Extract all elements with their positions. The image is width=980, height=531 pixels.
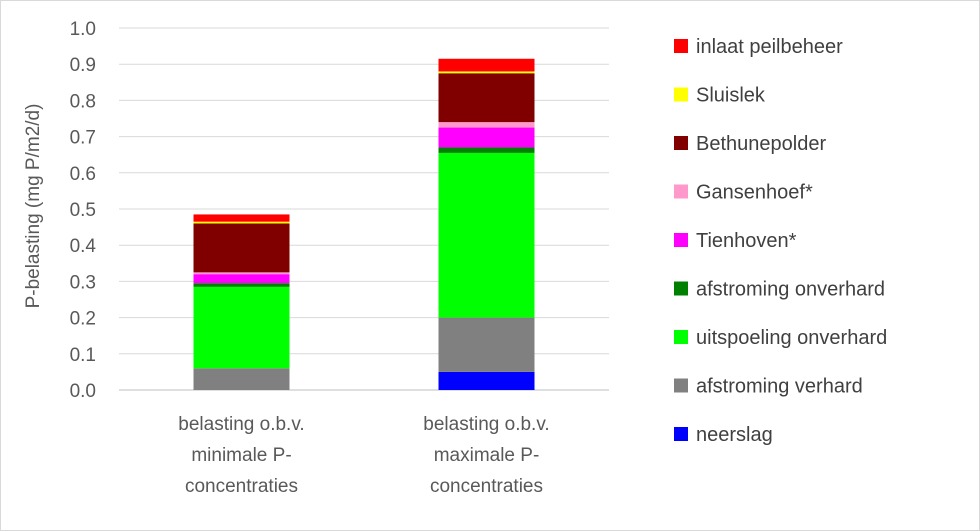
bar-segment-gansenhoef--0 (193, 272, 290, 275)
x-category-label: belasting o.b.v. (178, 414, 304, 435)
bar-segment-neerslag-1 (438, 371, 535, 390)
bar-segment-inlaat-peilbeheer-1 (438, 58, 535, 72)
bar-segment-inlaat-peilbeheer-0 (193, 214, 290, 222)
bar-segment-tienhoven--1 (438, 127, 535, 148)
bar-segment-bethunepolder-1 (438, 73, 535, 123)
legend-swatch (674, 281, 688, 296)
y-tick-label: 0.8 (70, 91, 96, 112)
gridlines (119, 27, 609, 391)
bar-segment-sluislek-0 (193, 221, 290, 224)
bar-segment-afstroming-verhard-0 (193, 368, 290, 390)
legend-swatch (674, 378, 688, 393)
bars (193, 58, 535, 390)
bar-segment-bethunepolder-0 (193, 223, 290, 273)
x-category-label: maximale P- (434, 445, 540, 466)
legend-label: Gansenhoef* (696, 182, 813, 204)
y-axis-ticks: 0.0 0.1 0.2 0.3 0.4 0.5 0.6 0.7 0.8 0.9 1.0 (70, 19, 97, 402)
x-category-label: concentraties (430, 476, 543, 497)
legend-label: Bethunepolder (696, 133, 826, 155)
legend-label: Tienhoven* (696, 230, 797, 252)
bar-segment-uitspoeling-onverhard-0 (193, 286, 290, 369)
y-tick-label: 0.6 (70, 164, 96, 185)
bar-segment-tienhoven--0 (193, 274, 290, 284)
y-tick-label: 0.1 (70, 345, 96, 366)
bar-segment-uitspoeling-onverhard-1 (438, 152, 535, 318)
legend-swatch (674, 330, 688, 344)
legend-swatch (674, 233, 688, 247)
x-category-label: belasting o.b.v. (423, 414, 549, 435)
y-tick-label: 0.2 (70, 309, 96, 330)
legend: inlaat peilbeheer Sluislek Bethunepolder Ga… (674, 36, 887, 446)
legend-label: uitspoeling onverhard (696, 327, 887, 349)
bar-segment-afstroming-onverhard-1 (438, 147, 535, 153)
y-tick-label: 1.0 (70, 19, 96, 40)
legend-label: inlaat peilbeheer (696, 36, 843, 58)
legend-swatch (674, 136, 688, 150)
y-tick-label: 0.3 (70, 272, 96, 293)
y-tick-label: 0.4 (70, 236, 97, 257)
bar-segment-afstroming-verhard-1 (438, 317, 535, 372)
x-category-label: concentraties (185, 476, 298, 497)
legend-swatch (674, 39, 688, 53)
legend-swatch (674, 184, 688, 199)
legend-swatch (674, 427, 688, 441)
legend-swatch (674, 87, 688, 102)
legend-label: afstroming verhard (696, 376, 863, 398)
legend-label: neerslag (696, 424, 773, 446)
y-axis-label: P-belasting (mg P/m2/d) (23, 104, 44, 309)
legend-label: Sluislek (696, 85, 766, 107)
x-category-label: minimale P- (191, 445, 291, 466)
x-axis-categories: belasting o.b.v. minimale P-concentraties… (178, 414, 549, 497)
legend-label: afstroming onverhard (696, 279, 885, 301)
y-tick-label: 0.0 (70, 381, 96, 402)
bar-segment-gansenhoef--1 (438, 122, 535, 128)
y-tick-label: 0.9 (70, 55, 96, 76)
bar-segment-sluislek-1 (438, 71, 535, 74)
y-tick-label: 0.7 (70, 128, 96, 149)
bar-segment-afstroming-onverhard-0 (193, 283, 290, 287)
y-tick-label: 0.5 (70, 200, 96, 221)
